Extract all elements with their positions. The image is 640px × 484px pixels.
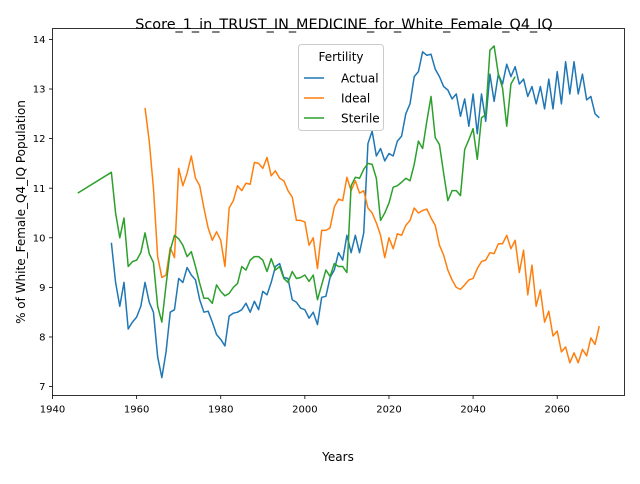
series-line-actual (110, 51, 600, 379)
x-tick-label: 2000 (292, 405, 317, 416)
x-tick-label: 1960 (124, 405, 149, 416)
legend-label-sterile: Sterile (341, 111, 380, 125)
series-line-ideal (144, 107, 600, 364)
x-tick-label: 1980 (208, 405, 233, 416)
plot-lines (77, 45, 600, 379)
x-tick-label: 2060 (544, 405, 569, 416)
legend: Fertility Actual Ideal Sterile (298, 44, 384, 131)
y-tick-label: 7 (39, 382, 45, 393)
legend-label-actual: Actual (341, 71, 379, 85)
y-tick-label: 13 (33, 85, 46, 96)
x-tick-label: 1940 (40, 405, 65, 416)
chart-title: Score_1_in_TRUST_IN_MEDICINE_for_White_F… (135, 17, 553, 33)
x-tick-label: 2040 (460, 405, 485, 416)
y-tick-label: 8 (39, 333, 45, 344)
legend-box (298, 44, 384, 131)
y-tick-label: 12 (33, 134, 46, 145)
y-tick-label: 14 (33, 35, 46, 46)
x-tick-label: 2020 (376, 405, 401, 416)
legend-label-ideal: Ideal (341, 91, 370, 105)
series-line-sterile (77, 45, 516, 323)
y-tick-label: 10 (33, 233, 46, 244)
x-axis: 1940 1960 1980 2000 2020 2040 2060 (40, 395, 570, 416)
y-tick-label: 9 (39, 283, 45, 294)
plot-frame (52, 28, 625, 396)
x-axis-label: Years (321, 450, 354, 464)
legend-title: Fertility (318, 50, 363, 64)
y-tick-label: 11 (33, 184, 46, 195)
y-axis-label: % of White_Female_Q4_IQ Population (14, 100, 28, 324)
y-axis: 7 8 9 10 11 12 13 14 (33, 35, 53, 393)
